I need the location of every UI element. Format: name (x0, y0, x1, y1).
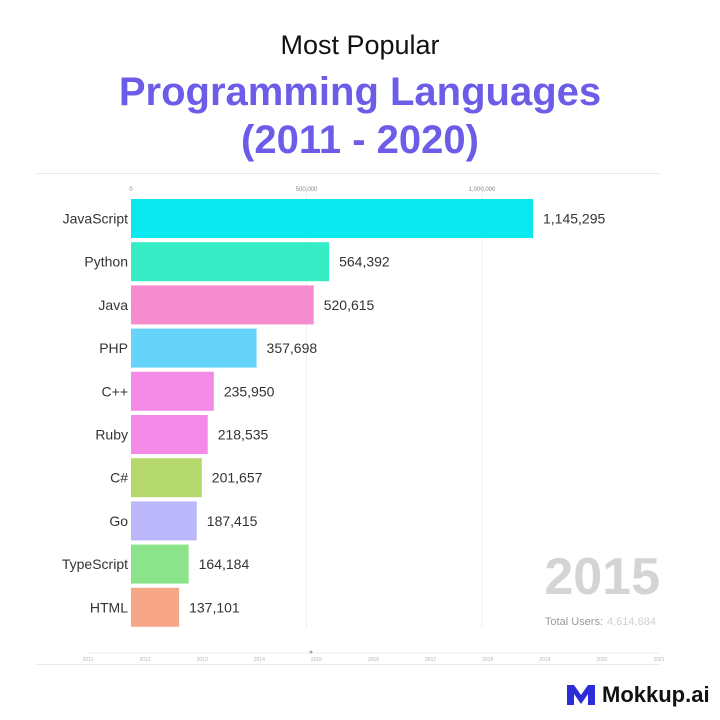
category-label: JavaScript (63, 211, 128, 227)
timeline-label: 2012 (140, 657, 151, 663)
total-users-value: 4,614,684 (607, 616, 656, 628)
mokkup-logo-icon (567, 685, 595, 705)
page-title: Programming Languages (2011 - 2020) (0, 68, 720, 164)
value-label: 137,101 (189, 599, 240, 615)
value-label: 520,615 (324, 297, 375, 313)
timeline-label: 2018 (482, 657, 493, 663)
category-label: HTML (90, 599, 128, 615)
timeline-label: 2014 (254, 657, 265, 663)
timeline-label: 2016 (368, 657, 379, 663)
bar (131, 199, 533, 238)
category-label: C++ (102, 383, 128, 399)
bar (131, 587, 180, 627)
bar (131, 328, 257, 368)
x-tick-label: 0 (129, 187, 133, 193)
bar (131, 285, 314, 325)
bar (131, 501, 197, 541)
value-label: 187,415 (207, 513, 258, 529)
title-line-1: Programming Languages (118, 70, 602, 114)
timeline-handle (309, 650, 313, 654)
value-label: 201,657 (212, 470, 263, 486)
timeline-label: 2011 (83, 657, 94, 663)
value-label: 235,950 (224, 383, 275, 399)
category-label: C# (110, 470, 128, 486)
category-label: Ruby (95, 427, 128, 443)
supertitle: Most Popular (280, 30, 440, 60)
timeline-label: 2015 (311, 657, 322, 663)
value-label: 164,184 (199, 556, 250, 572)
timeline-label: 2021 (653, 657, 664, 663)
timeline-label: 2019 (539, 657, 550, 663)
timeline-label: 2020 (596, 657, 607, 663)
x-tick-label: 500,000 (296, 187, 318, 193)
bar (131, 415, 208, 454)
chart-frame (36, 173, 660, 665)
total-users-label: Total Users: (545, 616, 603, 628)
bar (131, 458, 202, 498)
category-label: PHP (99, 340, 128, 356)
category-label: Java (98, 297, 128, 313)
value-label: 1,145,295 (543, 211, 605, 227)
value-label: 564,392 (339, 254, 390, 270)
category-label: TypeScript (62, 556, 128, 572)
brand-name: Mokkup.ai (602, 682, 710, 707)
brand-logo: Mokkup.ai (566, 680, 710, 710)
value-label: 218,535 (218, 427, 269, 443)
category-label: Go (109, 513, 128, 529)
timeline-label: 2013 (197, 657, 208, 663)
bar (131, 242, 330, 282)
timeline-label: 2017 (425, 657, 436, 663)
title-line-2: (2011 - 2020) (241, 118, 479, 162)
value-label: 357,698 (267, 340, 318, 356)
year-label: 2015 (544, 548, 660, 606)
bar (131, 544, 189, 584)
bar (131, 371, 214, 411)
category-label: Python (84, 254, 128, 270)
x-tick-label: 1,000,000 (469, 187, 496, 193)
